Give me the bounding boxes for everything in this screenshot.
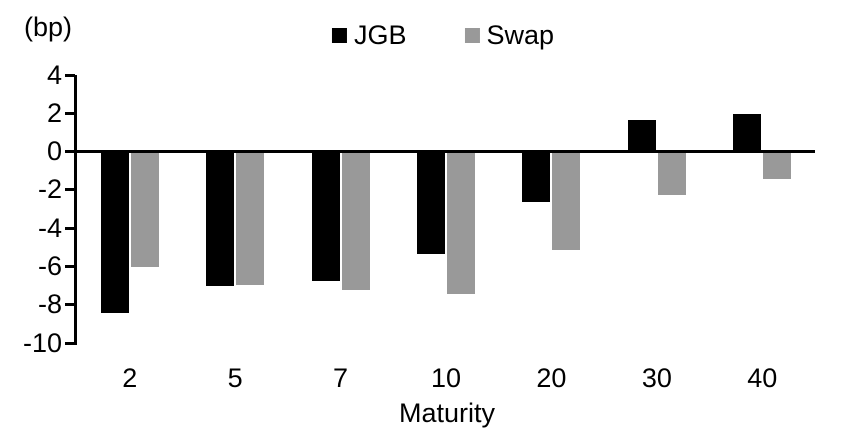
bar-swap-30 [656, 151, 687, 196]
y-tick-label-2: 2 [46, 97, 62, 128]
y-tick-mark-0 [65, 150, 75, 154]
bar-swap-40 [762, 151, 793, 181]
legend-label-swap: Swap [486, 20, 555, 50]
legend-label-jgb: JGB [353, 20, 407, 50]
bar-jgb-2 [99, 151, 130, 315]
y-tick-label-0: 0 [46, 136, 62, 167]
y-tick-mark--4 [65, 226, 75, 230]
bar-jgb-40 [732, 113, 763, 152]
x-tick-label-5: 5 [227, 363, 243, 393]
bar-swap-20 [551, 151, 582, 252]
x-tick-label-40: 40 [747, 363, 778, 393]
x-axis-zero-line [74, 150, 815, 154]
x-axis-title: Maturity [398, 398, 496, 428]
legend-swatch-swap [464, 28, 480, 43]
y-tick-mark-2 [65, 111, 75, 115]
x-tick-label-2: 2 [122, 363, 138, 393]
y-tick-label--10: -10 [22, 327, 62, 358]
y-tick-label-4: 4 [46, 59, 62, 90]
bar-swap-5 [235, 151, 266, 286]
y-axis-unit-label: (bp) [24, 12, 73, 42]
y-tick-label--2: -2 [37, 174, 62, 205]
y-tick-label--4: -4 [37, 212, 62, 243]
bar-jgb-5 [205, 151, 236, 288]
legend: JGB Swap [331, 20, 554, 51]
legend-swatch-jgb [331, 28, 347, 43]
y-tick-mark--6 [65, 264, 75, 268]
y-tick-label--6: -6 [37, 250, 62, 281]
legend-item-jgb: JGB [331, 20, 407, 51]
y-axis-line [74, 75, 77, 345]
x-tick-label-20: 20 [536, 363, 567, 393]
bar-jgb-10 [416, 151, 446, 255]
bar-jgb-7 [310, 151, 341, 282]
x-tick-label-30: 30 [641, 363, 672, 393]
y-tick-mark--8 [65, 303, 75, 307]
bar-swap-10 [446, 151, 476, 296]
bar-swap-7 [340, 151, 371, 292]
x-tick-label-10: 10 [430, 363, 462, 393]
y-tick-label--8: -8 [37, 289, 62, 320]
x-tick-label-7: 7 [333, 363, 349, 393]
legend-item-swap: Swap [464, 20, 554, 51]
bar-jgb-30 [626, 119, 657, 152]
y-tick-mark-4 [65, 73, 75, 77]
y-tick-mark--2 [65, 188, 75, 192]
bar-swap-2 [129, 151, 160, 269]
y-tick-mark--10 [65, 341, 75, 345]
bar-jgb-20 [521, 151, 552, 204]
